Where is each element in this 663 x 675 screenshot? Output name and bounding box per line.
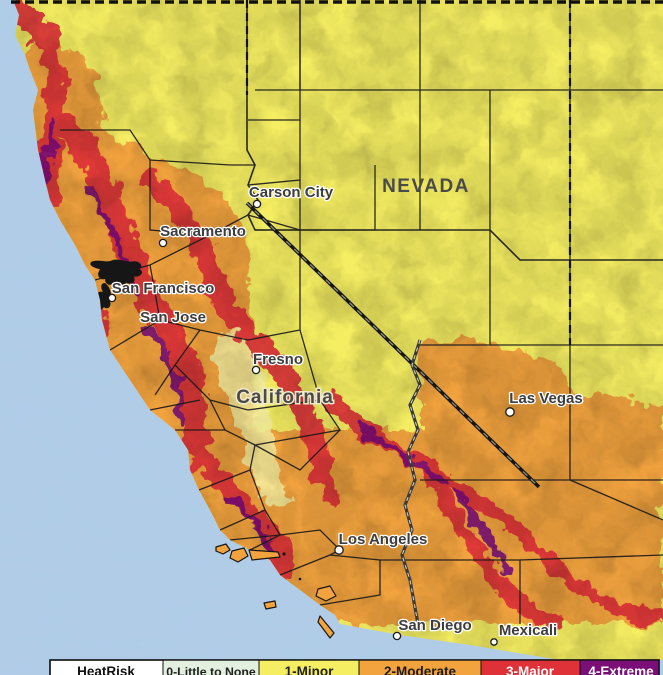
svg-text:Los Angeles: Los Angeles: [339, 531, 428, 548]
svg-text:California: California: [236, 387, 334, 408]
svg-text:NEVADA: NEVADA: [382, 176, 470, 197]
svg-text:San Diego: San Diego: [398, 617, 471, 634]
svg-text:San Francisco: San Francisco: [112, 280, 215, 297]
svg-text:1-Minor: 1-Minor: [285, 664, 334, 675]
svg-text:Fresno: Fresno: [253, 351, 303, 368]
svg-text:Las Vegas: Las Vegas: [509, 390, 582, 407]
svg-text:San Jose: San Jose: [140, 309, 206, 326]
svg-text:0-Little to None: 0-Little to None: [166, 665, 256, 675]
svg-text:Sacramento: Sacramento: [160, 223, 246, 240]
svg-text:3-Major: 3-Major: [506, 664, 555, 675]
svg-text:Mexicali: Mexicali: [499, 622, 557, 639]
svg-text:HeatRisk: HeatRisk: [77, 664, 135, 675]
svg-text:2-Moderate: 2-Moderate: [384, 664, 457, 675]
svg-text:Carson City: Carson City: [249, 184, 334, 201]
svg-text:4-Extreme: 4-Extreme: [588, 664, 654, 675]
